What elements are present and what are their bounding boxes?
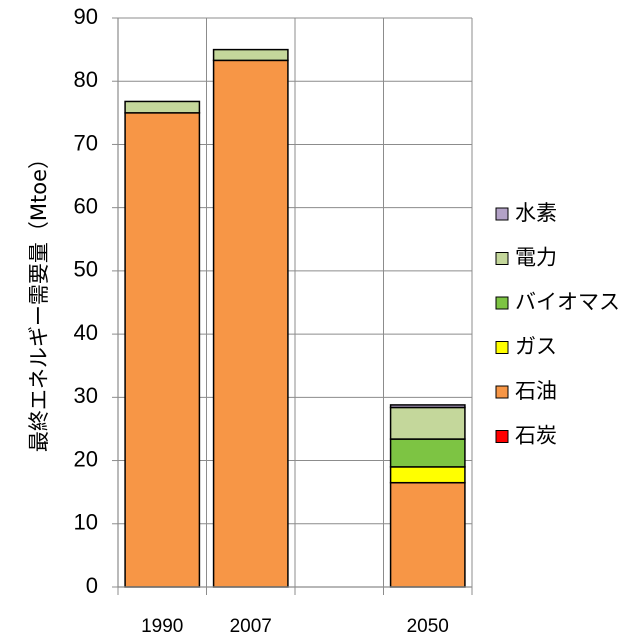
legend-label: 石炭 — [515, 424, 557, 448]
x-tick-labels: 1990 2007 2050 — [141, 616, 449, 637]
bar-segment — [389, 406, 466, 440]
y-tick-label: 80 — [74, 67, 98, 92]
bar-segment — [389, 438, 466, 468]
bar-segment — [389, 466, 466, 484]
legend-label: 石油 — [515, 379, 557, 403]
y-tick-label: 70 — [74, 130, 98, 155]
bar-segment — [212, 48, 289, 62]
legend-label: バイオマス — [515, 290, 620, 314]
legend-label: ガス — [515, 335, 557, 359]
legend-label: 電力 — [515, 246, 557, 270]
y-tick-label: 50 — [74, 257, 98, 282]
legend-item: 石油 — [495, 379, 557, 403]
legend-swatch — [495, 252, 509, 265]
y-tick-label: 20 — [74, 446, 98, 471]
legend-swatch — [495, 430, 509, 443]
bar-segment — [212, 59, 289, 588]
y-tick-label: 90 — [74, 4, 98, 29]
y-tick-label: 40 — [74, 320, 98, 345]
legend-item: 電力 — [495, 246, 557, 270]
bar-segment — [124, 112, 201, 588]
bar-segment — [389, 481, 466, 588]
legend-item: 水素 — [495, 201, 557, 225]
bar-segment — [124, 100, 201, 114]
y-tick-label: 0 — [86, 573, 98, 598]
x-tick-label: 1990 — [141, 616, 183, 637]
bars — [124, 48, 466, 588]
y-axis-label: 最終エネルギー需要量（Mtoe） — [27, 148, 51, 452]
legend-swatch — [495, 296, 509, 310]
legend-swatch — [495, 385, 509, 399]
x-tick-label: 2007 — [230, 616, 272, 637]
y-tick-label: 10 — [74, 510, 98, 535]
bar-segment — [389, 404, 466, 409]
y-tick-label: 30 — [74, 383, 98, 408]
legend-item: 石炭 — [495, 424, 557, 448]
legend-item: ガス — [495, 335, 557, 359]
legend-label: 水素 — [515, 201, 557, 225]
y-tick-labels: 0 10 20 30 40 50 60 70 80 90 — [74, 4, 98, 598]
legend-item: バイオマス — [495, 290, 620, 314]
x-tick-label: 2050 — [407, 616, 449, 637]
axes — [112, 17, 473, 595]
y-tick-label: 60 — [74, 193, 98, 218]
legend-swatch — [495, 207, 509, 221]
legend-swatch — [495, 341, 509, 354]
